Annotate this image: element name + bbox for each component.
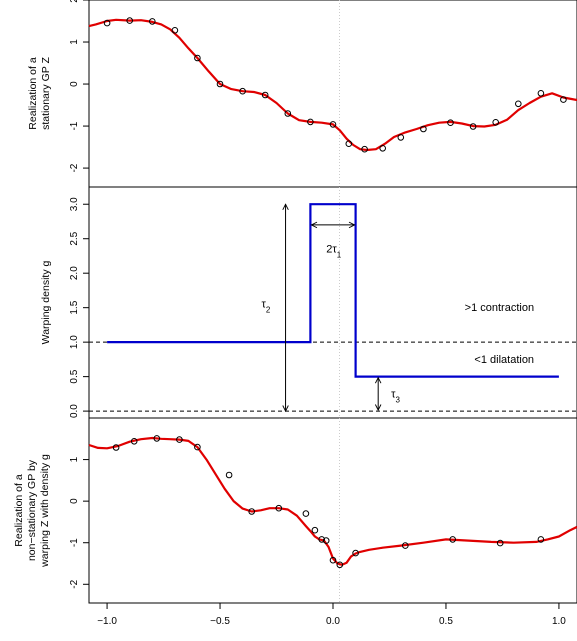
panel-bottom-ylabel-line-2: non−stationary GP by [26,459,38,561]
data-point [302,510,310,517]
data-point [496,539,504,547]
panel-bottom: Realization of a non−stationary GP by wa… [13,417,577,627]
data-point [318,536,326,543]
tau2-label: τ2 [262,299,271,315]
data-point [397,134,405,141]
panel-bottom-ylabel-line-1: Realization of a [13,474,25,547]
data-point [171,27,179,34]
ytick-label: 0.5 [69,369,80,383]
data-point [336,561,344,569]
ytick-label: -2 [69,163,80,172]
data-point [322,537,330,544]
panel-top-ylabel: Realization of a stationary GP Z [27,57,52,130]
ytick-label: 2.0 [69,266,80,280]
tau2-symbol: τ [262,299,267,311]
panel-middle-yaxis: 0.0 0.5 1.0 1.5 2.0 2.5 3.0 [69,197,90,418]
panel-top-frame [88,0,577,188]
tau3-symbol: τ [391,388,396,400]
data-point [402,542,409,549]
ytick-label: 0 [69,498,80,504]
data-point [329,121,337,128]
panel-bottom-xaxis: −1.0 −0.5 0.0 0.5 1.0 [97,602,566,627]
ytick-label: 1 [69,39,80,45]
data-point [537,90,545,97]
xtick-label: −0.5 [210,616,230,627]
data-point [560,96,567,103]
tau3-label: τ3 [391,388,400,404]
data-point [447,119,454,126]
data-point [492,119,500,126]
data-point [194,443,201,451]
panel-bottom-ylabel: Realization of a non−stationary GP by wa… [13,454,51,568]
tau1-label: 2τ1 [326,244,341,259]
panel-bottom-series-line [88,436,577,566]
data-point [329,556,337,564]
panel-middle-ylabel: Warping density g [40,261,52,345]
panel-top-points [103,17,567,153]
data-point [420,125,427,133]
data-point [153,435,161,442]
data-point [126,17,133,24]
panel-top-yaxis: -2 -1 0 1 2 [69,0,90,173]
panel-bottom-yaxis: -2 -1 0 1 [69,456,90,589]
data-point [361,145,368,153]
tau1-symbol: 2τ [326,244,337,256]
data-point [379,145,387,152]
ytick-label: 1.0 [69,335,80,349]
contraction-label: >1 contraction [465,302,534,314]
data-point [469,123,477,130]
data-point [176,436,183,443]
tau1-subscript: 1 [337,250,342,259]
data-point [449,536,457,543]
ytick-label: -2 [69,579,80,588]
ytick-label: 1 [69,456,80,462]
data-point [194,54,201,62]
data-point [307,118,314,126]
ytick-label: -1 [69,121,80,130]
ytick-label: -1 [69,538,80,547]
ytick-label: 1.5 [69,300,80,314]
ytick-label: 2 [69,0,80,3]
panel-top-ylabel-line-1: Realization of a [27,57,39,130]
panel-middle-step-line [107,203,559,378]
data-point [216,80,224,88]
data-point [112,444,120,451]
data-point [275,504,283,512]
xtick-label: 1.0 [552,616,566,627]
panel-bottom-frame [88,417,577,604]
panel-middle: Warping density g 0.00.51.01.52.02.53.0 … [40,186,577,419]
tau2-subscript: 2 [266,305,271,314]
data-point [261,91,269,99]
ytick-label: 2.5 [69,231,80,245]
xtick-label: −1.0 [97,616,117,627]
panel-bottom-points [112,435,545,569]
panel-top-ylabel-line-2: stationary GP Z [40,57,52,130]
data-point [515,100,522,108]
dilatation-label: <1 dilatation [474,354,534,366]
data-point [103,19,111,27]
data-point [352,549,359,557]
panel-top: Realization of a stationary GP Z -2 -1 0 1 2 [27,0,577,188]
data-point [248,508,255,515]
xtick-label: 0.0 [326,616,340,627]
ytick-label: 0 [69,81,80,87]
xtick-label: 0.5 [439,616,453,627]
data-point [149,18,156,25]
panel-middle-reference-lines [89,341,577,412]
data-point [311,526,319,534]
panel-top-series-line [88,18,577,152]
ytick-label: 0.0 [69,404,80,418]
data-point [284,110,292,117]
data-point [130,438,138,445]
data-point [225,471,233,479]
data-point [537,536,545,543]
tau3-subscript: 3 [396,395,401,404]
panel-middle-ylabel-line-1: Warping density g [40,261,52,345]
data-point [345,140,353,147]
data-point [239,87,246,95]
ytick-label: 3.0 [69,197,80,211]
panel-bottom-ylabel-line-3: warping Z with density g [39,454,51,568]
